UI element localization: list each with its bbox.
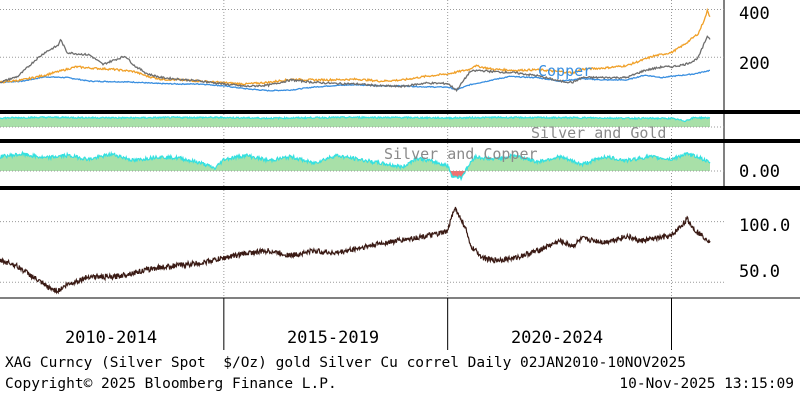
period-label-2010-2014: 2010-2014: [65, 328, 157, 348]
sc-layer-area-positive: [0, 152, 710, 171]
separator-bar-2: [0, 139, 800, 143]
sg-layer-area-positive: [0, 116, 710, 127]
sc-layer-correlation-line: [0, 150, 711, 182]
ytick-label-50: 50.0: [739, 262, 780, 282]
silver-gold-label: Silver and Gold: [531, 124, 666, 142]
copper-annotation: Copper: [538, 62, 592, 80]
period-label-2015-2019: 2015-2019: [287, 328, 379, 348]
ratio-panel: [0, 206, 724, 295]
timestamp-text: 10-Nov-2025 13:15:09: [619, 376, 794, 392]
ratio-line: [0, 206, 711, 295]
series-line-silver: [0, 35, 711, 93]
x-axis: [223, 298, 673, 350]
series-line-gold: [0, 7, 711, 86]
price-panel: [0, 7, 724, 93]
silver-gold-correlation-panel: [0, 115, 724, 128]
ytick-label-100: 100.0: [739, 216, 790, 236]
copyright-text: Copyright© 2025 Bloomberg Finance L.P.: [5, 376, 337, 392]
ytick-label-400: 400: [739, 4, 770, 24]
ytick-label-200: 200: [739, 54, 770, 74]
sg-layer-correlation-line: [0, 115, 711, 123]
separator-bar-1: [0, 110, 800, 114]
separator-bar-3: [0, 186, 800, 190]
period-label-2020-2024: 2020-2024: [511, 328, 603, 348]
silver-copper-correlation-panel: [0, 150, 724, 182]
series-line-copper: [0, 69, 710, 92]
chart-description: XAG Curncy (Silver Spot $/Oz) gold Silve…: [5, 355, 686, 371]
ytick-label-0: 0.00: [739, 162, 780, 182]
silver-copper-label: Silver and Copper: [384, 145, 538, 163]
